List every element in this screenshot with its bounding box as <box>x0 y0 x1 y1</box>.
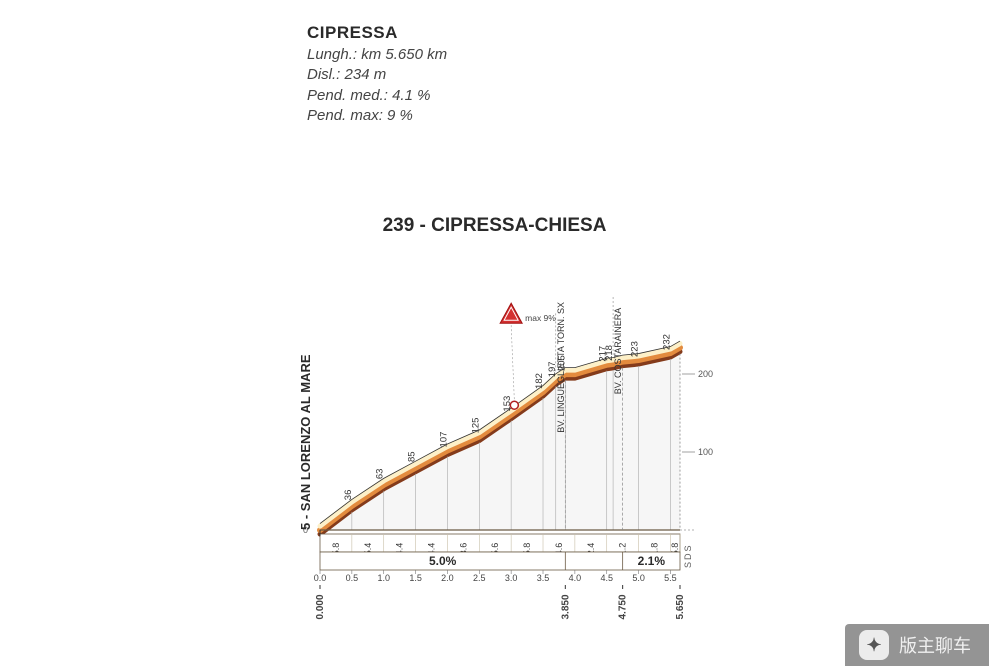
km-marker: 4.750 <box>618 594 629 619</box>
km-marker: 3.850 <box>560 594 571 619</box>
elev-label: 182 <box>534 373 545 389</box>
watermark: ✦ 版主聊车 <box>845 624 989 666</box>
x-tick-label: 0.0 <box>314 573 327 583</box>
watermark-text: 版主聊车 <box>899 632 971 658</box>
elev-label: 205 <box>556 355 567 371</box>
x-tick-label: 1.5 <box>409 573 422 583</box>
sds-label: SDS <box>683 543 693 568</box>
x-tick-label: 5.0 <box>632 573 645 583</box>
x-tick-label: 4.5 <box>600 573 613 583</box>
elev-label: 232 <box>661 334 672 350</box>
pend-max-value: 9 % <box>387 107 413 124</box>
y-tick-label: 200 <box>698 369 713 379</box>
seg2-pct: 2.1% <box>638 554 666 568</box>
elev-label: 125 <box>470 418 481 434</box>
km-marker: 0.000 <box>315 594 326 619</box>
chart-title: 239 - CIPRESSA-CHIESA <box>0 215 989 237</box>
lungh-label: Lungh.: <box>307 46 357 63</box>
x-tick-label: 2.5 <box>473 573 486 583</box>
seg1-pct: 5.0% <box>429 554 457 568</box>
elev-label: 85 <box>407 451 418 462</box>
wechat-icon: ✦ <box>859 630 889 660</box>
x-tick-label: 3.0 <box>505 573 518 583</box>
climb-stats: Lungh.: km 5.650 km Disl.: 234 m Pend. m… <box>307 45 447 126</box>
x-tick-label: 4.0 <box>569 573 582 583</box>
x-tick-label: 5.5 <box>664 573 677 583</box>
elev-label: 63 <box>375 469 386 480</box>
disl-value: 234 m <box>345 66 387 83</box>
avg-row <box>320 552 680 570</box>
max-gradient-label: max 9% <box>525 313 556 323</box>
elev-label: 223 <box>630 341 641 357</box>
pend-med-value: 4.1 % <box>392 87 430 104</box>
elevation-profile-chart: 0100200366385107125153182197BV. LINGUEGL… <box>285 240 715 640</box>
x-tick-label: 1.0 <box>377 573 390 583</box>
profile-fill <box>320 344 680 530</box>
pend-med-label: Pend. med.: <box>307 87 388 104</box>
poi-label: BV. COSTARAINERA <box>613 308 623 395</box>
max-leader <box>511 325 514 400</box>
x-tick-label: 2.0 <box>441 573 454 583</box>
elev-label: 36 <box>343 490 354 501</box>
x-tick-label: 0.5 <box>346 573 359 583</box>
y-tick-label: 100 <box>698 447 713 457</box>
pend-max-label: Pend. max: <box>307 107 383 124</box>
lungh-value: km 5.650 km <box>361 46 447 63</box>
max-point-icon <box>510 401 518 409</box>
disl-label: Disl.: <box>307 66 340 83</box>
climb-info-header: CIPRESSA Lungh.: km 5.650 km Disl.: 234 … <box>307 23 447 126</box>
elev-label: 107 <box>438 432 449 448</box>
km-marker: 5.650 <box>675 594 686 619</box>
x-tick-label: 3.5 <box>537 573 550 583</box>
start-label: 5 - SAN LORENZO AL MARE <box>298 354 313 530</box>
climb-name: CIPRESSA <box>307 23 447 43</box>
